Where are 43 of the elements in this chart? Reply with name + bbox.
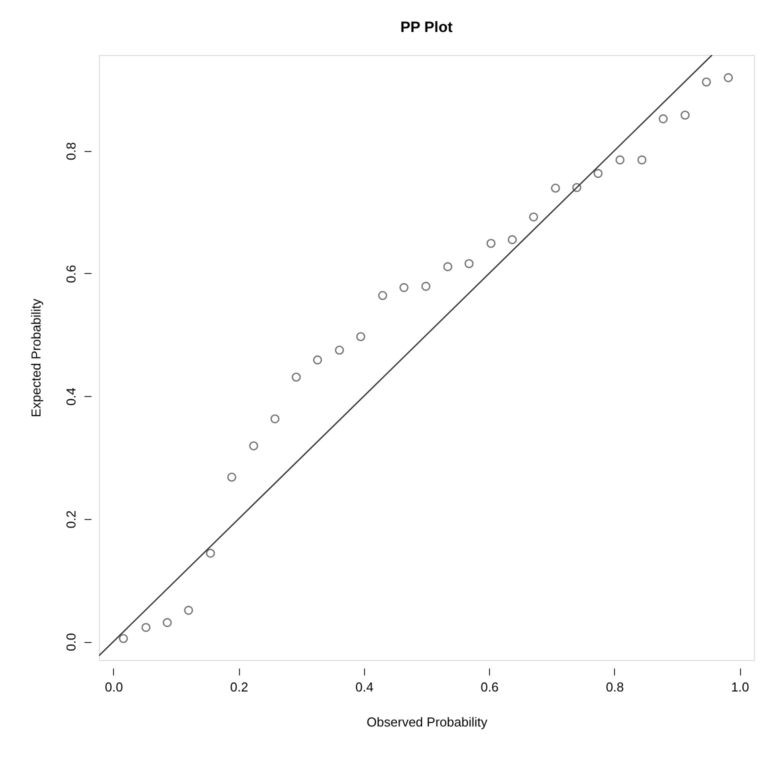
point — [399, 283, 408, 292]
point — [724, 73, 733, 82]
chart-title: PP Plot — [400, 19, 453, 36]
point — [594, 168, 603, 178]
point — [486, 238, 496, 248]
y-tick-label: 0.4 — [64, 388, 78, 406]
point — [443, 262, 452, 272]
point — [141, 622, 150, 632]
point — [334, 346, 344, 355]
point — [292, 372, 301, 382]
point — [702, 77, 711, 87]
x-tick-label: 0.8 — [606, 680, 624, 694]
point — [508, 235, 517, 244]
point — [249, 441, 258, 450]
y-tick-label: 0.8 — [64, 142, 78, 160]
x-tick-label: 1.0 — [731, 680, 750, 694]
point — [118, 634, 128, 644]
y-tick-label: 0.6 — [64, 264, 78, 283]
x-tick-label: 0.2 — [230, 680, 248, 694]
point — [184, 606, 194, 615]
point — [227, 472, 236, 482]
point — [615, 155, 625, 164]
point — [313, 355, 322, 364]
point — [658, 114, 668, 124]
point — [270, 414, 280, 424]
point — [421, 282, 430, 291]
point — [637, 155, 646, 164]
point — [550, 184, 560, 193]
y-tick-label: 0.0 — [64, 633, 78, 652]
y-axis-title: Expected Probability — [28, 298, 44, 418]
point — [356, 332, 366, 342]
y-tick-label: 0.2 — [64, 510, 78, 528]
x-tick-label: 0.0 — [104, 680, 123, 694]
point — [464, 259, 474, 268]
point — [572, 183, 582, 192]
x-tick-label: 0.6 — [480, 680, 499, 694]
point — [529, 212, 538, 222]
x-tick-label: 0.4 — [355, 680, 374, 694]
point — [378, 291, 388, 300]
point — [162, 618, 172, 628]
x-axis-title: Observed Probability — [366, 714, 488, 730]
point — [206, 548, 215, 558]
point — [680, 110, 690, 120]
